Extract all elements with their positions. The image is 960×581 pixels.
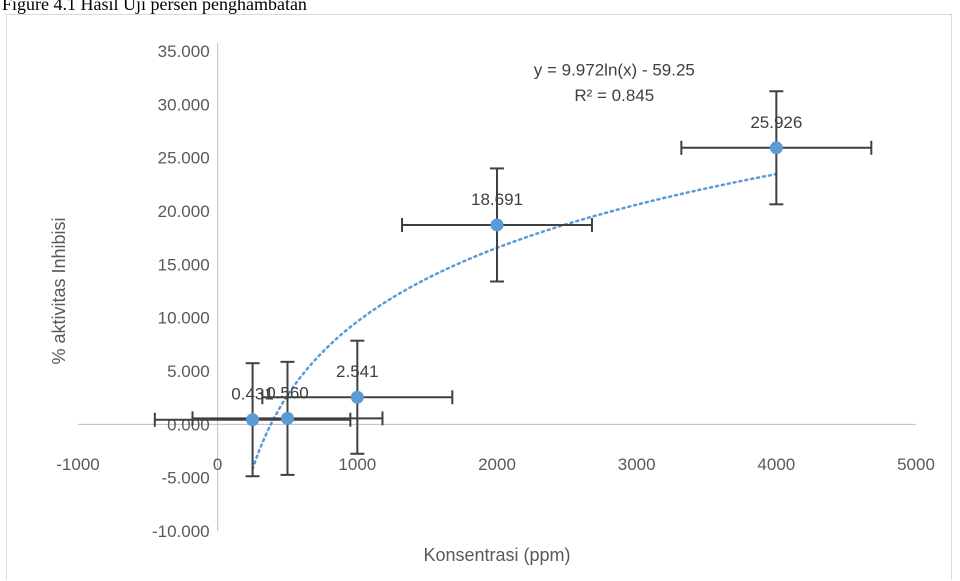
x-tick-label: 4000 [757,455,795,474]
axes [78,43,916,531]
x-tick-label: 2000 [478,455,516,474]
data-point [281,411,294,425]
trendline-equation: y = 9.972ln(x) - 59.25 [534,61,695,80]
data-label: 0.560 [266,383,309,402]
data-label: 25.926 [750,113,802,132]
y-tick-label: -10.000 [152,522,210,541]
trendline-r-squared: R² = 0.845 [574,86,654,105]
y-tick-label: 10.000 [158,309,210,328]
trendline [251,172,778,471]
error-bars [153,90,873,478]
figure-caption: Figure 4.1 Hasil Uji persen penghambatan [2,0,307,14]
x-tick-label: 5000 [897,455,935,474]
data-label: 18.691 [471,190,523,209]
data-point [246,413,260,427]
data-point [350,390,364,404]
y-tick-label: 25.000 [158,149,210,168]
y-tick-label: 20.000 [158,202,210,221]
chart-frame: -1000 0 1000 2000 3000 4000 5000 -10.000 -5.000… [6,14,952,580]
y-tick-labels: -10.000-5.0000.0005.00010.00015.00020.00… [152,42,210,541]
scatter-chart: -1000 0 1000 2000 3000 4000 5000 -10.000 -5.000… [49,42,935,565]
x-tick-labels: -1000 0 1000 2000 3000 4000 5000 [56,455,935,474]
y-tick-label: 5.000 [167,362,210,381]
y-tick-label: 35.000 [158,42,210,61]
data-points [246,141,783,427]
data-label: 2.541 [336,362,379,381]
x-tick-label: 1000 [338,455,376,474]
x-tick-label: -1000 [56,455,99,474]
y-tick-label: -5.000 [161,469,209,488]
data-point [769,141,783,155]
y-axis-title: % aktivitas Inhibisi [49,217,69,364]
data-point [490,218,504,232]
data-label: 0.431 [231,385,274,404]
x-tick-label: 3000 [618,455,656,474]
x-axis-title: Konsentrasi (ppm) [423,545,570,565]
y-tick-label: 30.000 [158,95,210,114]
y-tick-label: 15.000 [158,255,210,274]
x-tick-label: 0 [213,455,222,474]
